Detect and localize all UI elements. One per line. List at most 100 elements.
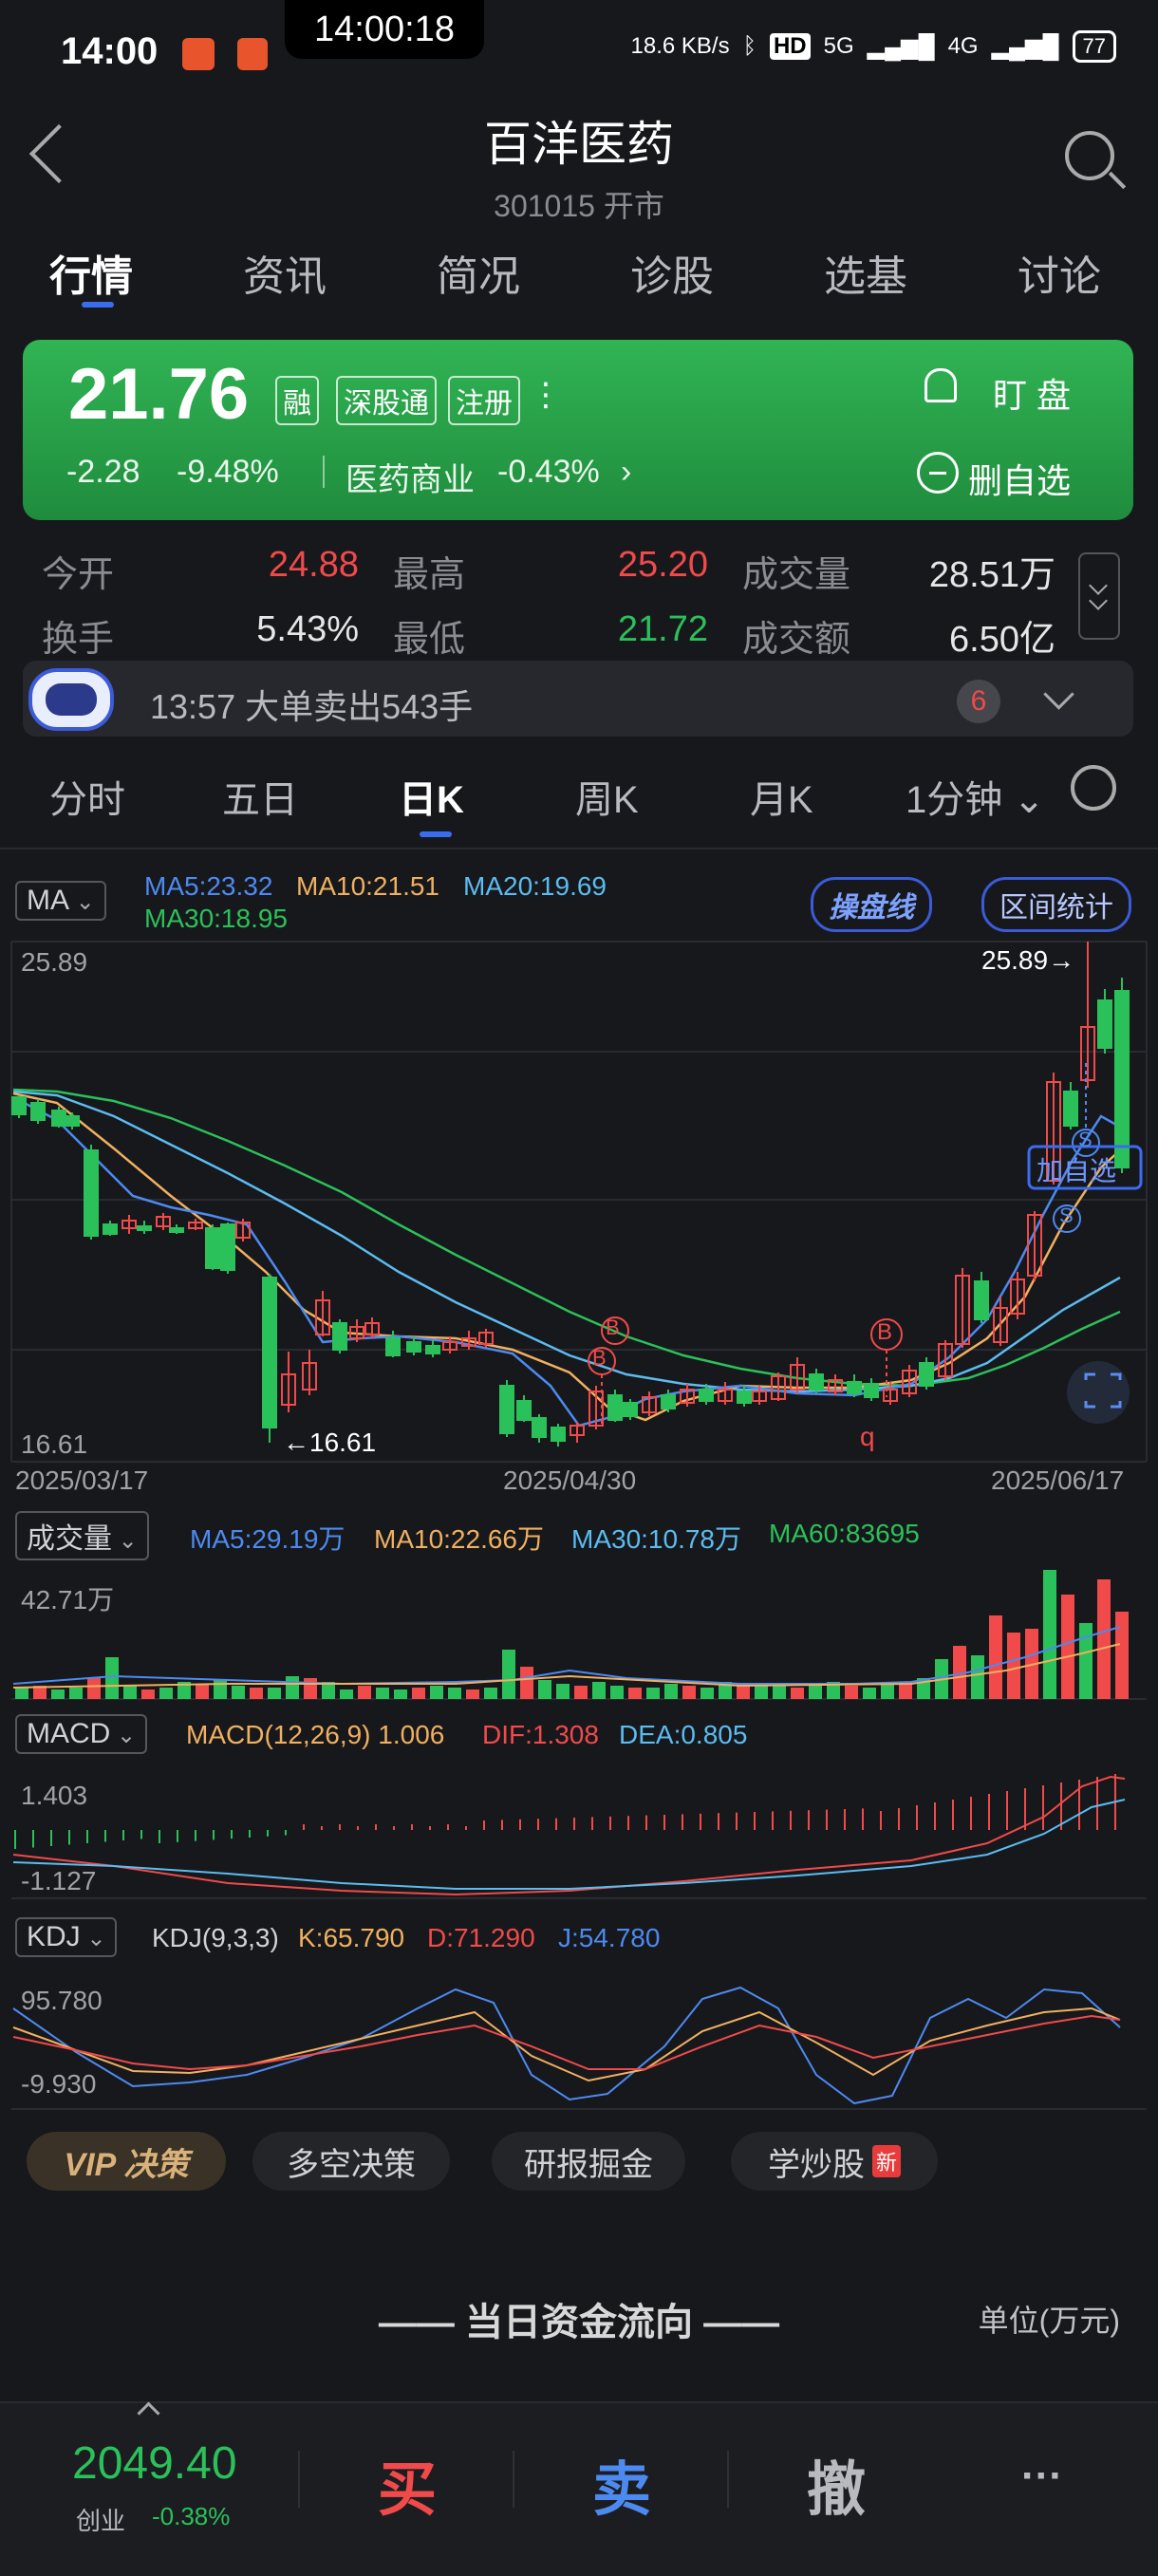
candle-body: [349, 1326, 364, 1339]
chip-vip-decision[interactable]: VIP 决策: [27, 2132, 226, 2191]
bell-icon[interactable]: [925, 368, 957, 402]
date-mid: 2025/04/30: [503, 1465, 637, 1495]
volume-bar: [268, 1688, 281, 1699]
indicator-selector-ma[interactable]: MA: [15, 881, 106, 921]
chevron-right-icon[interactable]: ›: [621, 454, 632, 490]
volume-bar: [340, 1689, 353, 1699]
kdj-d-line: [12, 2014, 1121, 2071]
tag-margin[interactable]: 融: [275, 376, 319, 425]
volume-bar: [304, 1678, 317, 1699]
kdj-params: KDJ(9,3,3): [152, 1923, 279, 1952]
indicator-selector-kdj[interactable]: KDJ: [15, 1917, 118, 1957]
kdj-y-max: 95.780: [21, 1986, 103, 2015]
page-title: 百洋医药: [484, 118, 674, 171]
volume-bar: [628, 1688, 642, 1699]
volume-chart[interactable]: [0, 1566, 1158, 1703]
volume-bar: [556, 1684, 570, 1699]
more-vertical-icon[interactable]: ⋮: [530, 377, 562, 413]
signal-bars-icon: ▂▄▆█: [867, 33, 935, 60]
indicator-selector-macd[interactable]: MACD: [15, 1714, 148, 1754]
candle-body: [883, 1389, 898, 1402]
candle-body: [235, 1222, 251, 1239]
more-icon[interactable]: ···: [1021, 2453, 1063, 2499]
candle-body: [551, 1427, 566, 1442]
kline-chart[interactable]: [0, 940, 1158, 1490]
news-ticker[interactable]: [23, 661, 1133, 737]
volume-bar: [845, 1686, 858, 1699]
bottom-bar: [0, 2401, 1158, 2576]
chip-research[interactable]: 研报掘金: [492, 2132, 685, 2191]
volume-bar: [610, 1686, 624, 1699]
sector-name[interactable]: 医药商业: [346, 462, 475, 498]
buy-button[interactable]: 买: [378, 2457, 438, 2523]
vol-ma30: MA30:10.78万: [571, 1524, 741, 1554]
grid: [10, 941, 1148, 1463]
tab-quote[interactable]: 行情: [49, 253, 133, 300]
divider: [727, 2451, 729, 2508]
sector-change[interactable]: -0.43%: [497, 454, 600, 490]
volume-bar: [502, 1650, 515, 1699]
chip-learn-trading[interactable]: 学炒股 新: [731, 2132, 938, 2191]
volume-bar: [51, 1689, 65, 1699]
volume-bar: [33, 1686, 47, 1699]
candle-body: [1027, 1214, 1042, 1277]
add-favorite-label[interactable]: 加自选: [1037, 1156, 1117, 1185]
volume-y-max: 42.71万: [21, 1585, 115, 1615]
price-change: -2.28: [66, 454, 140, 490]
gear-icon[interactable]: [1071, 765, 1116, 811]
fullscreen-icon[interactable]: [1084, 1372, 1122, 1409]
vol-ma5: MA5:29.19万: [190, 1524, 346, 1554]
volume-bar: [1061, 1595, 1074, 1699]
index-value[interactable]: 2049.40: [72, 2438, 237, 2489]
chart-tab-1min[interactable]: 1分钟 ⌄: [906, 779, 1045, 821]
chart-tab-intraday[interactable]: 分时: [49, 779, 125, 821]
volume-bar: [538, 1680, 551, 1699]
news-text[interactable]: 13:57 大单卖出543手: [150, 687, 474, 726]
expand-stats-button[interactable]: [1078, 552, 1120, 640]
cancel-order-button[interactable]: 撤: [807, 2457, 867, 2523]
watch-button[interactable]: 盯 盘: [992, 376, 1071, 415]
tab-funds[interactable]: 选基: [824, 253, 907, 300]
range-stats-button[interactable]: 区间统计: [981, 877, 1131, 932]
stat-label: 成交额: [742, 620, 851, 660]
tab-news[interactable]: 资讯: [243, 253, 327, 300]
indicator-selector-volume[interactable]: 成交量: [15, 1511, 149, 1560]
fund-flow-unit: 单位(万元): [978, 2304, 1120, 2338]
volume-bar: [899, 1682, 912, 1699]
chart-tab-weekly[interactable]: 周K: [575, 779, 639, 821]
volume-bar: [15, 1688, 28, 1699]
candle-body: [1114, 990, 1130, 1168]
tab-diagnosis[interactable]: 诊股: [630, 253, 714, 300]
macd-y-min: -1.127: [21, 1866, 97, 1895]
tag-connect[interactable]: 深股通: [336, 376, 437, 425]
candle-body: [919, 1362, 934, 1387]
tag-registration[interactable]: 注册: [448, 376, 520, 425]
price-change-pct: -9.48%: [177, 454, 279, 490]
chart-tab-daily[interactable]: 日K: [399, 779, 464, 821]
sell-button[interactable]: 卖: [592, 2457, 652, 2523]
candle-body: [718, 1389, 733, 1402]
fullscreen-button-bg[interactable]: [1067, 1361, 1130, 1424]
ma10-label: MA10:21.51: [296, 871, 439, 901]
operate-line-button[interactable]: 操盘线: [811, 877, 932, 932]
search-icon[interactable]: [1065, 131, 1114, 180]
remove-circle-icon[interactable]: [917, 452, 959, 494]
volume-bar: [737, 1684, 750, 1699]
macd-chart[interactable]: [0, 1767, 1158, 1900]
volume-bar: [358, 1686, 371, 1699]
volume-bar: [250, 1688, 263, 1699]
tab-profile[interactable]: 简况: [437, 253, 520, 300]
candle-body: [699, 1389, 714, 1402]
chip-learn-label: 学炒股: [767, 2146, 865, 2183]
volume-bar: [322, 1682, 335, 1699]
candle-body: [955, 1275, 970, 1345]
remove-favorite-button[interactable]: 删自选: [967, 461, 1071, 500]
kdj-chart[interactable]: [0, 1970, 1158, 2113]
tab-discussion[interactable]: 讨论: [1018, 253, 1101, 300]
candle-body: [1063, 1091, 1078, 1127]
add-favorite-box[interactable]: [1027, 1145, 1143, 1190]
chart-tab-monthly[interactable]: 月K: [750, 779, 813, 821]
battery-icon: 77: [1072, 30, 1116, 63]
chip-bull-bear[interactable]: 多空决策: [252, 2132, 450, 2191]
chart-tab-5day[interactable]: 五日: [222, 779, 298, 821]
